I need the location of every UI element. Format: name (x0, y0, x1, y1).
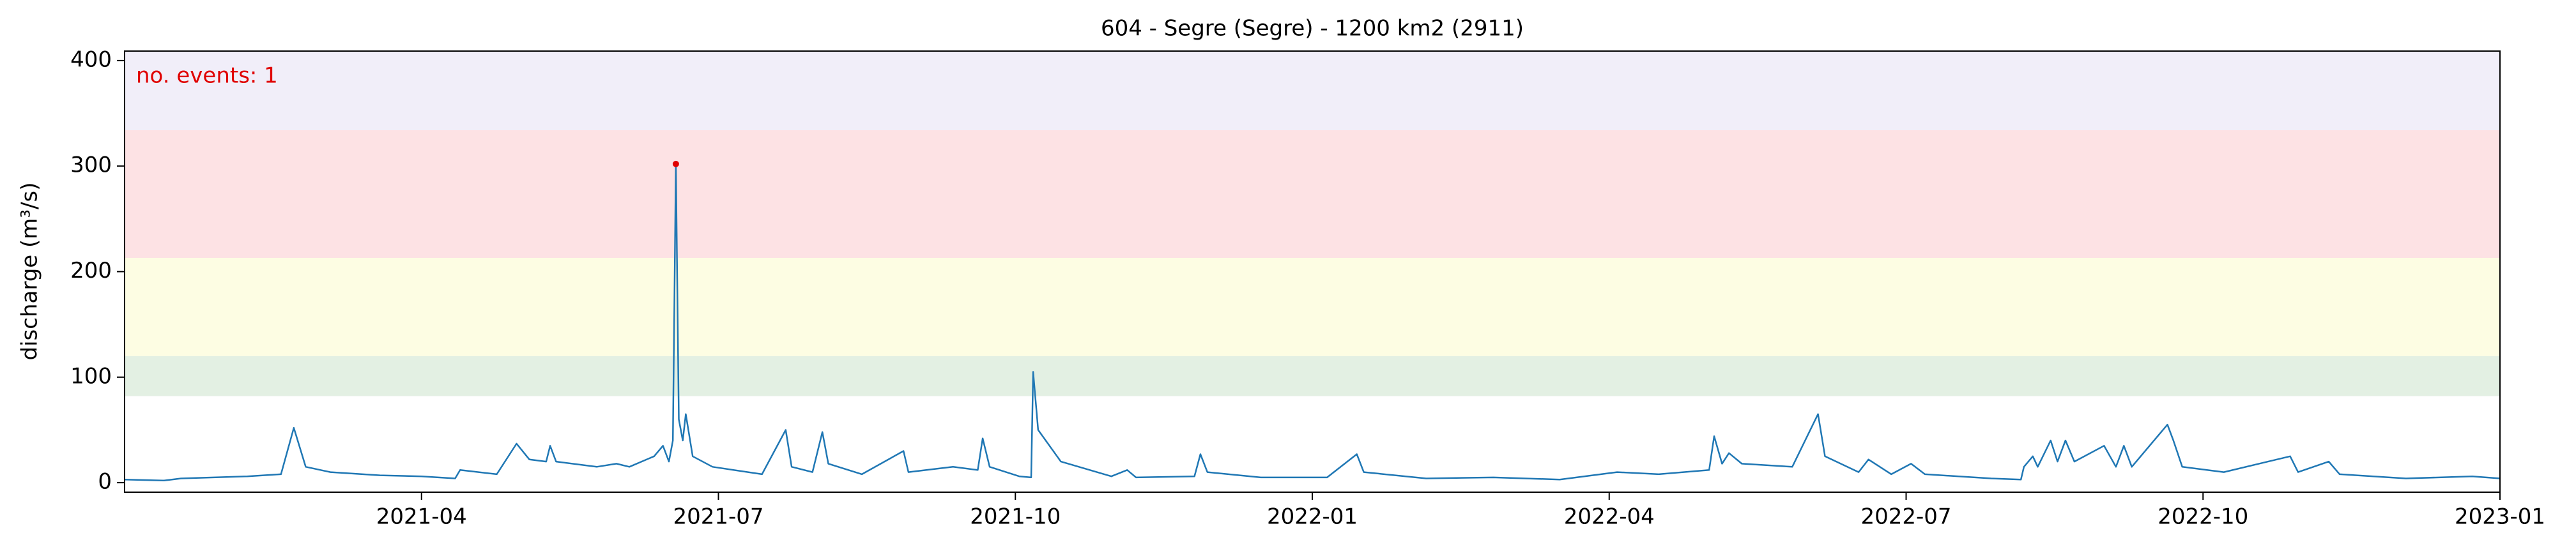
x-tick-label: 2023-01 (2455, 504, 2545, 530)
chart-title: 604 - Segre (Segre) - 1200 km2 (2911) (1101, 16, 1524, 41)
x-tick-label: 2022-04 (1564, 504, 1655, 530)
event-point (672, 160, 679, 167)
y-axis-label: discharge (m³/s) (17, 183, 43, 361)
threshold-band (125, 51, 2500, 130)
x-tick-label: 2022-10 (2158, 504, 2248, 530)
discharge-line (124, 163, 2501, 482)
x-tick-label: 2022-07 (1860, 504, 1951, 530)
x-tick-label: 2021-10 (970, 504, 1061, 530)
x-tick-label: 2021-07 (673, 504, 763, 530)
y-tick-label: 300 (70, 153, 112, 178)
y-tick-label: 200 (70, 258, 112, 283)
x-tick-label: 2022-01 (1267, 504, 1358, 530)
plot-frame (124, 50, 2501, 493)
threshold-band (125, 130, 2500, 259)
threshold-band (125, 356, 2500, 396)
y-tick-label: 400 (70, 47, 112, 72)
event-count: no. events: 1 (136, 63, 278, 89)
y-tick-label: 0 (98, 469, 112, 495)
threshold-band (125, 258, 2500, 356)
y-tick-label: 100 (70, 363, 112, 389)
x-tick-label: 2021-04 (376, 504, 467, 530)
